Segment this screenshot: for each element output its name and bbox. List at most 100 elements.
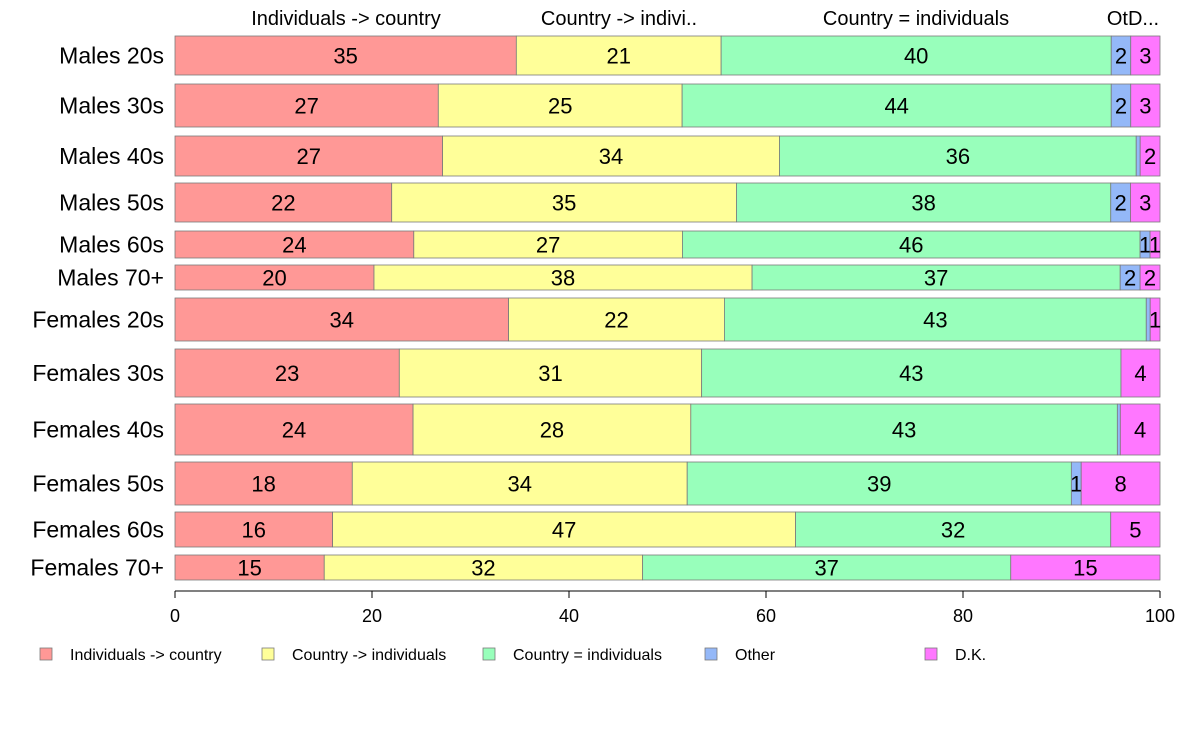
data-label: 21	[606, 44, 630, 69]
data-label: 47	[552, 518, 576, 543]
data-label: 22	[271, 191, 295, 216]
bar-segment	[1120, 348, 1161, 398]
data-label: 2	[1114, 191, 1126, 216]
bar-segment	[515, 35, 722, 76]
bar-segment	[1130, 35, 1161, 76]
bar-segment	[1080, 461, 1161, 506]
data-label: 1	[1139, 233, 1151, 258]
bar-segment	[323, 554, 644, 581]
data-label: 24	[282, 418, 306, 443]
row-label: Males 60s	[59, 232, 164, 258]
data-label: 1	[1149, 308, 1161, 333]
bar-segment	[1130, 182, 1161, 223]
bars: 35 21 40 2 327 25 44 2 327 34 36 222 35 38 2 324 27 46 112…	[174, 35, 1161, 581]
bar-segment	[682, 230, 1141, 259]
bar-segment	[701, 348, 1122, 398]
bar-segment	[795, 511, 1112, 548]
bar-segment	[413, 230, 683, 259]
bar-segment	[779, 135, 1137, 177]
data-label: 20	[262, 266, 286, 291]
row-label: Females 30s	[32, 360, 164, 386]
data-label: 43	[923, 308, 947, 333]
x-tick-label: 40	[559, 606, 579, 626]
data-label: 2	[1115, 94, 1127, 119]
x-tick-label: 20	[362, 606, 382, 626]
bar-segment	[720, 35, 1112, 76]
legend-label: Individuals -> country	[70, 647, 222, 664]
x-tick-label: 0	[170, 606, 180, 626]
bar-segment	[174, 297, 509, 342]
top-label-other-dk: OtD...	[1107, 8, 1159, 30]
top-label-country-individuals: Country -> indivi..	[541, 8, 697, 30]
top-labels: Individuals -> country Country -> indivi…	[251, 8, 1159, 30]
x-axis: 0 20 40 60 80 100	[170, 590, 1175, 626]
row-label: Males 30s	[59, 93, 164, 119]
data-label: 3	[1139, 44, 1151, 69]
data-label: 34	[508, 472, 532, 497]
data-label: 5	[1129, 518, 1141, 543]
bar-segment	[1149, 230, 1161, 259]
data-label: 4	[1134, 418, 1146, 443]
data-label: 43	[892, 418, 916, 443]
data-label: 3	[1139, 94, 1151, 119]
bar-segment	[686, 461, 1072, 506]
data-label: 37	[924, 266, 948, 291]
bar-segment	[1010, 554, 1161, 581]
data-label: 3	[1139, 191, 1151, 216]
bar-segment	[736, 182, 1112, 223]
legend: Individuals -> country Country -> individ…	[39, 647, 986, 664]
bar-segment	[681, 83, 1112, 128]
bar-segment	[391, 182, 737, 223]
data-label: 25	[548, 94, 572, 119]
data-label: 35	[333, 44, 357, 69]
bar-segment	[174, 264, 375, 291]
bar-segment	[174, 135, 443, 177]
bar-segment	[724, 297, 1147, 342]
bar-segment	[1139, 264, 1161, 291]
bar-segment	[398, 348, 703, 398]
data-label: 2	[1144, 144, 1156, 169]
legend-swatch	[261, 647, 275, 661]
bar-segment	[508, 297, 725, 342]
legend-label: Country -> individuals	[292, 647, 446, 664]
legend-label: D.K.	[955, 647, 986, 664]
row-label: Males 40s	[59, 143, 164, 169]
legend-swatch	[924, 647, 938, 661]
row-label: Males 20s	[59, 43, 164, 69]
bar-segment	[690, 403, 1118, 456]
bar-segment	[174, 403, 414, 456]
row-label: Males 70+	[57, 265, 164, 291]
bar-segment	[174, 35, 517, 76]
bar-segment	[174, 461, 353, 506]
x-tick-label: 80	[953, 606, 973, 626]
data-label: 32	[471, 556, 495, 581]
bar-segment	[442, 135, 780, 177]
bar-segment	[1130, 83, 1161, 128]
data-label: 40	[904, 44, 928, 69]
bar-segment	[1119, 403, 1161, 456]
bar-segment	[437, 83, 683, 128]
row-label: Females 50s	[32, 471, 164, 497]
row-labels: Males 20s Males 30s Males 40s Males 50s Male…	[30, 43, 164, 581]
x-tick-label: 60	[756, 606, 776, 626]
row-label: Females 40s	[32, 417, 164, 443]
top-label-individuals-country: Individuals -> country	[251, 8, 441, 30]
data-label: 2	[1124, 266, 1136, 291]
row-label: Females 70+	[30, 555, 164, 581]
bar-segment	[1149, 297, 1161, 342]
bar-segment	[1110, 511, 1161, 548]
data-label: 2	[1115, 44, 1127, 69]
data-label: 37	[814, 556, 838, 581]
data-label: 15	[237, 556, 261, 581]
data-label: 34	[330, 308, 354, 333]
data-label: 38	[551, 266, 575, 291]
data-label: 32	[941, 518, 965, 543]
data-label: 1	[1070, 472, 1082, 497]
data-label: 2	[1144, 266, 1156, 291]
top-label-country-equals-individuals: Country = individuals	[823, 8, 1009, 30]
data-label: 15	[1073, 556, 1097, 581]
data-label: 35	[552, 191, 576, 216]
legend-swatch	[704, 647, 718, 661]
bar-segment	[174, 230, 415, 259]
data-label: 22	[604, 308, 628, 333]
